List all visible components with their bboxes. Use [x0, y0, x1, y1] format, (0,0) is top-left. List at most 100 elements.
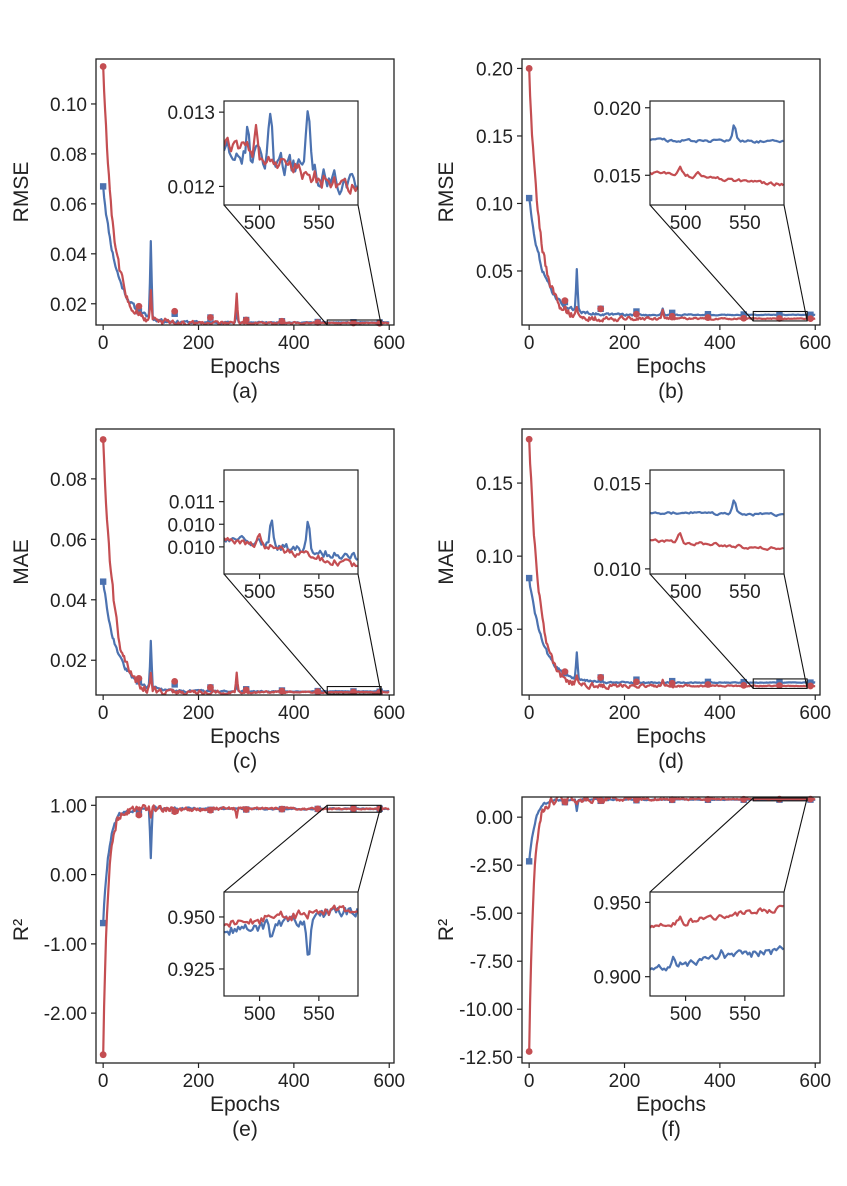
- panel-caption: (c): [233, 750, 258, 773]
- x-tick-label: 400: [278, 333, 310, 354]
- series-marker-2: [668, 796, 676, 803]
- plot-frame: [95, 796, 395, 1064]
- plot-frame: [521, 796, 821, 1064]
- inset-background: [224, 470, 358, 574]
- series-marker-2: [633, 796, 640, 804]
- x-tick-label: 0: [524, 333, 535, 354]
- series-marker-2: [171, 677, 179, 685]
- zoom-connector: [783, 573, 808, 689]
- inset-y-tick-label: 0.020: [593, 99, 641, 120]
- inset-background: [650, 470, 784, 574]
- series-marker-2: [135, 674, 143, 682]
- y-tick-label: 0.20: [476, 59, 513, 80]
- series-marker-2: [633, 310, 640, 318]
- x-tick-label: 400: [704, 1071, 736, 1092]
- y-tick-label: 0.05: [476, 262, 513, 283]
- series-marker-2: [171, 307, 179, 315]
- series-marker-1: [99, 183, 107, 190]
- x-tick-label: 600: [799, 1071, 831, 1092]
- y-tick-label: 0.04: [50, 591, 87, 612]
- inset-series-line-1: [650, 499, 784, 518]
- inset-series-line-1: [650, 124, 784, 144]
- y-axis-label: MAE: [435, 539, 458, 585]
- series-marker-1: [135, 308, 143, 315]
- zoom-connector: [357, 204, 382, 326]
- series-marker-2: [597, 797, 605, 805]
- inset-series-line-2: [650, 904, 784, 929]
- panel-caption: (a): [232, 380, 258, 403]
- inset-x-tick-label: 550: [729, 213, 761, 234]
- plot-frame: [521, 58, 821, 326]
- y-tick-label: -1.00: [44, 935, 87, 956]
- y-tick-label: 0.10: [476, 194, 513, 215]
- inset-background: [650, 892, 784, 996]
- series-marker-1: [525, 574, 533, 582]
- y-axis-label: MAE: [10, 539, 33, 585]
- series-marker-1: [525, 194, 533, 202]
- series-marker-2: [207, 314, 214, 321]
- panel-a: 0 200 400 600 0.02 0.04 0.06 0.08 0.10 Epochs(a) R…: [10, 58, 405, 403]
- inset-frame: [649, 469, 785, 575]
- zoom-connector: [357, 573, 382, 695]
- inset-y-tick-label: 0.925: [167, 960, 215, 981]
- series-marker-2: [99, 1051, 107, 1059]
- y-tick-label: 0.10: [476, 547, 513, 568]
- series-marker-2: [207, 806, 214, 814]
- y-tick-label: 0.10: [50, 95, 87, 116]
- zoom-connector: [357, 805, 382, 893]
- x-tick-label: 600: [373, 1071, 405, 1092]
- inset-y-tick-label: 0.900: [593, 968, 641, 989]
- inset-axes: 500 550 0.010 0.015: [593, 469, 785, 603]
- inset-frame: [649, 891, 785, 997]
- y-tick-label: -2.00: [44, 1004, 87, 1025]
- series-marker-1: [99, 578, 107, 585]
- inset-frame: [649, 100, 785, 206]
- panel-b: 0 200 400 600 0.05 0.10 0.15 0.20 Epochs(b) RMSE 5…: [435, 58, 831, 403]
- x-tick-label: 200: [183, 1071, 215, 1092]
- series-marker-2: [135, 302, 143, 310]
- inset-y-tick-label: 0.012: [167, 177, 215, 198]
- series-marker-2: [242, 686, 250, 694]
- x-tick-label: 400: [704, 703, 736, 724]
- panel-f: 0 200 400 600 0.00 -2.50 -5.00 -7.50 -10.00 -12.5…: [435, 795, 831, 1141]
- panel-caption: (e): [232, 1118, 258, 1141]
- zoom-region-box: [752, 678, 808, 689]
- y-tick-label: 0.04: [50, 245, 87, 266]
- x-axis-label: Epochs: [636, 1093, 706, 1116]
- plot-frame: [95, 428, 395, 696]
- zoom-region-box: [326, 804, 382, 813]
- panel-caption: (f): [661, 1118, 681, 1141]
- panel-e: 0 200 400 600 1.00 0.00 -1.00 -2.00 Epochs(e) R² 5…: [10, 796, 405, 1141]
- x-tick-label: 200: [609, 703, 641, 724]
- zoom-region-box: [326, 685, 382, 695]
- y-axis-label: R²: [10, 919, 33, 941]
- inset-frame: [223, 100, 359, 206]
- y-tick-label: 0.06: [50, 530, 87, 551]
- panel-caption: (d): [658, 750, 684, 773]
- y-tick-label: -5.00: [470, 904, 513, 925]
- inset-y-tick-label: 0.011: [169, 493, 215, 514]
- series-marker-1: [525, 858, 533, 865]
- inset-y-tick-label: 0.010: [167, 515, 215, 536]
- inset-y-tick-label: 0.015: [593, 475, 641, 496]
- y-tick-label: 1.00: [50, 796, 87, 817]
- series-marker-2: [171, 808, 179, 815]
- inset-y-tick-label: 0.015: [593, 166, 641, 187]
- series-marker-1: [807, 311, 814, 318]
- zoom-connector: [223, 573, 328, 695]
- x-tick-label: 200: [183, 703, 215, 724]
- zoom-region-box: [752, 310, 808, 322]
- inset-series-line-2: [224, 904, 358, 928]
- series-marker-2: [561, 297, 569, 305]
- zoom-connector: [223, 204, 328, 326]
- y-tick-label: 0.08: [50, 145, 87, 166]
- series-marker-2: [314, 805, 322, 813]
- inset-axes: 500 550 0.925 0.950: [167, 891, 359, 1025]
- inset-x-tick-label: 550: [729, 582, 761, 603]
- x-axis-label: Epochs: [210, 1093, 280, 1116]
- y-tick-label: -2.50: [470, 856, 513, 877]
- series-marker-2: [561, 668, 569, 676]
- series-marker-2: [135, 811, 143, 819]
- inset-series-line-2: [650, 532, 784, 551]
